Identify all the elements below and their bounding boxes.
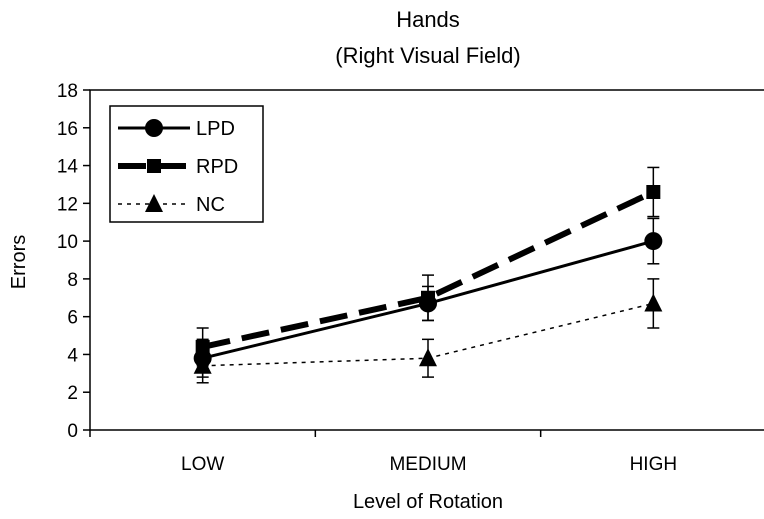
chart-title: Hands — [396, 7, 460, 32]
chart-subtitle: (Right Visual Field) — [335, 43, 520, 68]
y-tick-label: 10 — [57, 232, 78, 253]
data-point — [419, 348, 437, 367]
plot-area — [89, 89, 764, 431]
y-axis: 0 2 4 6 8 10 12 14 16 18 — [57, 81, 90, 442]
y-tick-label: 0 — [67, 421, 78, 442]
data-point — [644, 232, 663, 251]
y-tick-label: 12 — [57, 194, 78, 215]
y-tick-label: 14 — [57, 157, 79, 178]
legend-label: RPD — [196, 156, 238, 178]
y-tick-label: 6 — [67, 308, 78, 329]
series-rpd — [195, 166, 661, 367]
data-point — [644, 293, 663, 312]
data-point — [195, 339, 210, 354]
x-tick-label: MEDIUM — [389, 454, 466, 475]
legend-label: NC — [196, 194, 225, 216]
y-tick-label: 8 — [67, 270, 78, 291]
data-point — [646, 185, 661, 199]
legend-marker — [145, 194, 163, 212]
x-axis-label: Level of Rotation — [353, 491, 503, 513]
legend-marker — [145, 119, 163, 137]
x-axis: LOW MEDIUM HIGH — [89, 430, 678, 475]
series-layer — [193, 166, 663, 384]
legend-label: LPD — [196, 118, 235, 140]
y-tick-label: 16 — [57, 119, 78, 140]
x-tick-label: LOW — [181, 454, 224, 475]
y-tick-label: 18 — [57, 81, 78, 102]
y-axis-label: Errors — [8, 235, 30, 289]
series-line — [202, 189, 655, 350]
y-tick-label: 4 — [67, 345, 78, 366]
y-tick-label: 2 — [67, 383, 78, 404]
x-tick-label: HIGH — [630, 454, 678, 475]
data-point — [421, 290, 435, 305]
legend-marker — [147, 159, 161, 173]
legend: LPD RPD NC — [109, 105, 264, 223]
